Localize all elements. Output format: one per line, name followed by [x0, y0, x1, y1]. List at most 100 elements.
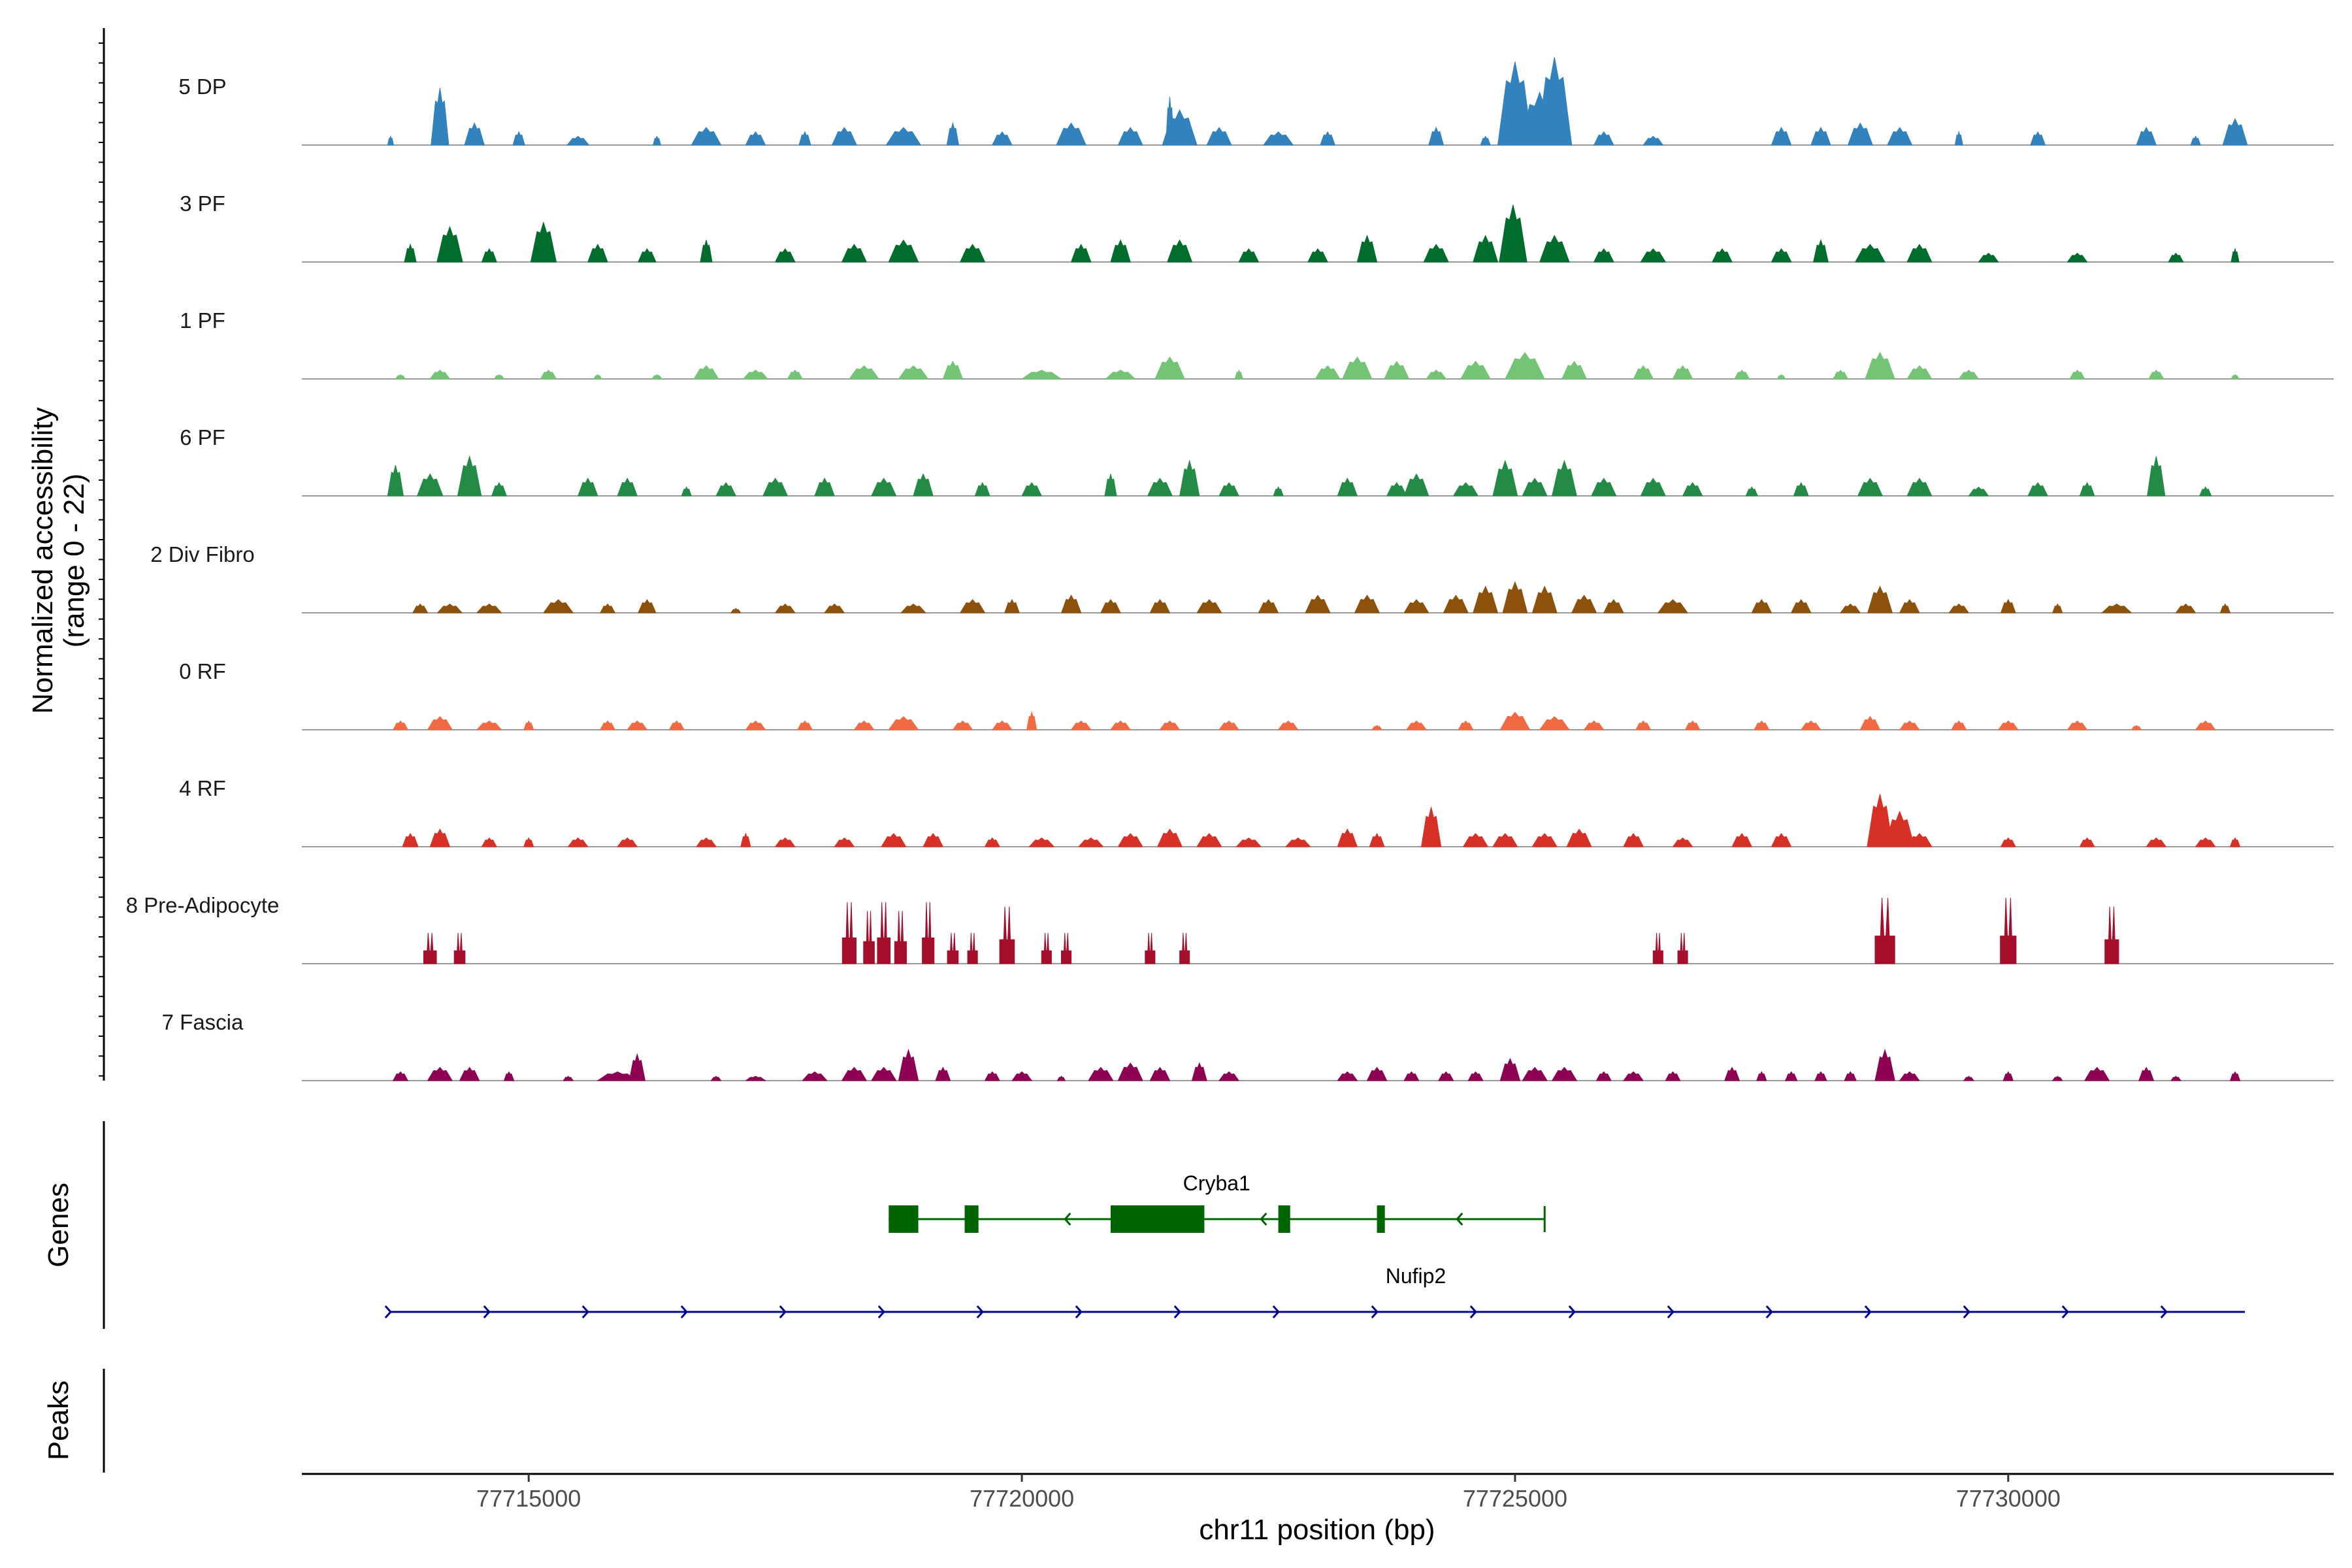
peaks-panel-title: Peaks	[42, 1380, 74, 1460]
coverage-peak	[1284, 837, 1311, 847]
track-label: 4 RF	[179, 776, 226, 800]
coverage-peak	[1633, 365, 1654, 380]
coverage-peak	[1077, 837, 1103, 847]
coverage-peak	[530, 221, 557, 263]
coverage-peak	[885, 127, 921, 146]
coverage-peak	[2168, 252, 2184, 263]
coverage-peak	[423, 932, 437, 964]
gene-cryba1: Cryba1	[889, 1171, 1546, 1233]
coverage-peak	[1859, 715, 1880, 730]
coverage-peak	[798, 131, 811, 146]
coverage-peak	[1386, 482, 1407, 497]
coverage-peak	[1867, 585, 1893, 613]
coverage-peak	[481, 837, 498, 847]
coverage-peak	[1104, 474, 1117, 497]
coverage-peak	[1857, 478, 1883, 497]
y-axis-title-line1: Normalized accessibility	[27, 407, 59, 713]
track-label: 5 DP	[178, 74, 226, 99]
coverage-peak	[437, 603, 463, 613]
coverage-peak	[1179, 459, 1200, 497]
coverage-peak	[2051, 603, 2063, 613]
coverage-peak	[1369, 832, 1385, 847]
strand-arrow	[1765, 1305, 1773, 1318]
coverage-peak	[1443, 595, 1469, 613]
track-4-rf: 4 RF	[179, 776, 2334, 847]
coverage-peak	[402, 832, 419, 847]
coverage-peak	[745, 1075, 767, 1081]
coverage-peak	[1531, 833, 1558, 847]
coverage-peak	[2100, 603, 2132, 613]
coverage-peak	[1117, 1062, 1143, 1081]
coverage-peak	[1179, 932, 1190, 964]
coverage-peak	[1021, 369, 1063, 380]
coverage-peak	[935, 1066, 951, 1081]
strand-arrow	[976, 1305, 984, 1318]
coverage-peak	[922, 902, 935, 964]
coverage-peak	[1320, 131, 1335, 146]
coverage-peak	[967, 932, 978, 964]
coverage-peak	[1406, 720, 1428, 730]
coverage-peak	[985, 837, 1000, 847]
coverage-peak	[2001, 837, 2016, 847]
coverage-peak	[946, 122, 960, 146]
coverage-peak	[1453, 482, 1478, 497]
exon-block	[1278, 1205, 1290, 1233]
coverage-peak	[745, 131, 766, 146]
coverage-peak	[1539, 235, 1570, 263]
coverage-peak	[834, 837, 855, 847]
strand-arrow	[1272, 1305, 1280, 1318]
coverage-peak	[700, 240, 713, 263]
track-label: 7 Fascia	[162, 1010, 244, 1034]
coverage-peak	[1438, 1071, 1454, 1081]
coverage-peak	[617, 478, 638, 497]
coverage-peak	[1906, 365, 1933, 380]
track-label: 8 Pre-Adipocyte	[126, 893, 280, 917]
coverage-tracks: 5 DP 3 PF 1 PF 6 PF 2 Div Fibro 0 RF 4 RF 8 Pre…	[126, 57, 2334, 1081]
coverage-peak	[2230, 247, 2240, 263]
coverage-peak	[959, 244, 986, 263]
coverage-peak	[1814, 1071, 1827, 1081]
strand-arrow	[1864, 1305, 1872, 1318]
strand-arrow	[1456, 1213, 1463, 1226]
coverage-peak	[1473, 235, 1498, 263]
coverage-peak	[730, 608, 742, 613]
coverage-peak	[2001, 598, 2016, 613]
coverage-peak	[1840, 603, 1861, 613]
coverage-peak	[1906, 244, 1933, 263]
x-tick-label: 77725000	[1463, 1485, 1567, 1512]
coverage-peak	[2079, 837, 2095, 847]
coverage-peak	[1337, 828, 1358, 847]
coverage-peak	[387, 135, 394, 146]
coverage-peak	[1145, 932, 1156, 964]
coverage-peak	[392, 720, 409, 730]
coverage-peak	[2148, 369, 2164, 380]
coverage-peak	[2190, 135, 2201, 146]
coverage-peak	[1672, 837, 1693, 847]
coverage-peak	[2195, 720, 2216, 730]
strand-arrow	[877, 1305, 885, 1318]
coverage-peak	[991, 720, 1013, 730]
coverage-peak	[1623, 832, 1644, 847]
coverage-peak	[1571, 595, 1597, 613]
coverage-peak	[1460, 361, 1492, 380]
coverage-peak	[999, 906, 1015, 964]
coverage-peak	[2131, 725, 2142, 730]
coverage-peak	[1978, 252, 1999, 263]
track-5-dp: 5 DP	[178, 57, 2334, 146]
coverage-peak	[651, 374, 662, 380]
coverage-peak	[512, 131, 525, 146]
coverage-peak	[1356, 235, 1378, 263]
coverage-peak	[1566, 828, 1592, 847]
coverage-peak	[2136, 127, 2157, 146]
coverage-peak	[1771, 248, 1792, 263]
coverage-peak	[1403, 599, 1429, 613]
coverage-peak	[543, 599, 574, 613]
coverage-peak	[693, 365, 719, 380]
coverage-peak	[416, 473, 444, 497]
coverage-peak	[481, 248, 497, 263]
coverage-peak	[523, 720, 534, 730]
strand-arrow	[680, 1305, 688, 1318]
coverage-peak	[942, 361, 964, 380]
coverage-peak	[1899, 720, 1920, 730]
coverage-peak	[1751, 598, 1772, 613]
